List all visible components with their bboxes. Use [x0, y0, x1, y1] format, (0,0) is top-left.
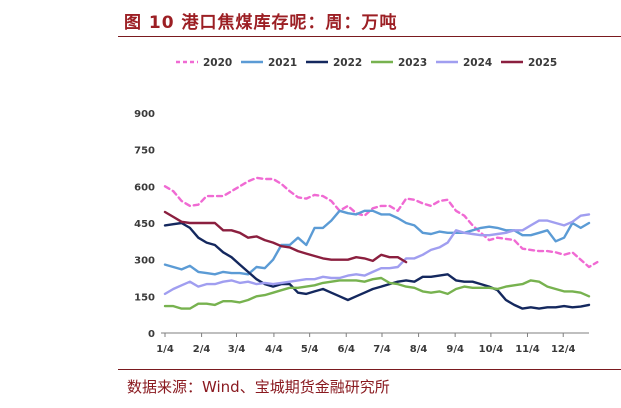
x-tick-label: 6/4 — [337, 344, 355, 355]
series-line-2025 — [163, 210, 408, 264]
x-tick-label: 8/4 — [410, 344, 428, 355]
x-tick-label: 1/4 — [156, 344, 174, 355]
figure-title: 图 10 港口焦煤库存呢：周：万吨 — [124, 13, 398, 33]
title-divider — [118, 36, 621, 37]
x-tick-label: 4/4 — [265, 344, 283, 355]
y-tick-label: 450 — [134, 219, 155, 230]
series-line-2020 — [163, 176, 599, 269]
legend-label-2022: 2022 — [333, 57, 362, 69]
plot-area — [163, 176, 599, 310]
source-note: 数据来源：Wind、宝城期货金融研究所 — [127, 378, 390, 396]
x-tick-label: 11/4 — [515, 344, 540, 355]
x-tick-label: 9/4 — [446, 344, 464, 355]
chart-legend: 2020 2021 2022 2023 2024 2025 — [176, 57, 557, 69]
y-tick-label: 300 — [134, 256, 155, 267]
x-tick-label: 3/4 — [228, 344, 246, 355]
legend-label-2025: 2025 — [528, 57, 557, 69]
series-line-2023 — [163, 276, 591, 310]
legend-label-2021: 2021 — [268, 57, 297, 69]
x-axis: 1/4 2/4 3/4 4/4 5/4 6/4 7/4 8/4 9/4 10/4 11/4 12/4 — [156, 332, 589, 355]
y-tick-label: 0 — [148, 329, 155, 340]
y-tick-label: 900 — [134, 109, 155, 120]
series-line-2022 — [163, 221, 591, 310]
x-tick-label: 2/4 — [193, 344, 211, 355]
legend-label-2024: 2024 — [463, 57, 492, 69]
y-tick-label: 150 — [134, 292, 155, 303]
x-tick-label: 10/4 — [479, 344, 504, 355]
source-divider — [118, 369, 621, 370]
legend-label-2020: 2020 — [203, 57, 232, 69]
x-tick-label: 12/4 — [551, 344, 576, 355]
y-axis: 0 150 300 450 600 750 900 — [134, 109, 155, 340]
legend-label-2023: 2023 — [398, 57, 427, 69]
x-tick-label: 7/4 — [373, 344, 391, 355]
y-tick-label: 600 — [134, 182, 155, 193]
x-tick-label: 5/4 — [301, 344, 319, 355]
y-tick-label: 750 — [134, 146, 155, 157]
series-line-2024 — [163, 213, 591, 296]
series-line-2021 — [163, 209, 591, 276]
